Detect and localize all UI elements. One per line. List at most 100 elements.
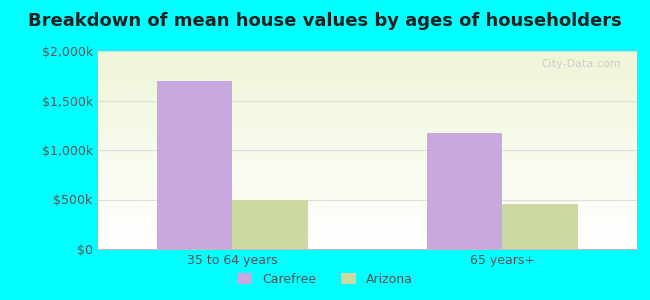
Bar: [98, 194, 637, 196]
Bar: [98, 100, 637, 103]
Bar: [98, 73, 637, 75]
Bar: [98, 215, 637, 217]
Bar: [98, 174, 637, 176]
Bar: [98, 156, 637, 158]
Bar: [98, 108, 637, 110]
Bar: [98, 88, 637, 91]
Bar: [98, 168, 637, 170]
Bar: [98, 103, 637, 104]
Bar: [98, 241, 637, 243]
Bar: [98, 144, 637, 146]
Bar: [98, 239, 637, 241]
Bar: [98, 200, 637, 202]
Bar: [502, 205, 578, 249]
Bar: [98, 142, 637, 144]
Bar: [98, 83, 637, 85]
Bar: [98, 114, 637, 116]
Bar: [98, 197, 637, 200]
Bar: [98, 206, 637, 207]
Text: City-Data.com: City-Data.com: [541, 59, 621, 69]
Bar: [98, 184, 637, 186]
Bar: [426, 133, 502, 249]
Bar: [98, 172, 637, 174]
Bar: [98, 71, 637, 73]
Bar: [98, 217, 637, 219]
Bar: [98, 130, 637, 132]
Bar: [98, 75, 637, 77]
Bar: [98, 219, 637, 221]
Bar: [98, 65, 637, 67]
Bar: [98, 202, 637, 203]
Bar: [98, 61, 637, 63]
Bar: [98, 132, 637, 134]
Bar: [98, 178, 637, 180]
Bar: [98, 225, 637, 227]
Bar: [98, 235, 637, 237]
Bar: [98, 134, 637, 136]
Legend: Carefree, Arizona: Carefree, Arizona: [232, 268, 418, 291]
Bar: [98, 120, 637, 122]
Bar: [98, 209, 637, 211]
Bar: [98, 104, 637, 106]
Bar: [98, 146, 637, 148]
Bar: [157, 81, 233, 249]
Bar: [98, 154, 637, 156]
Bar: [98, 98, 637, 101]
Bar: [98, 203, 637, 206]
Bar: [98, 93, 637, 94]
Bar: [98, 166, 637, 168]
Bar: [98, 233, 637, 235]
Bar: [98, 221, 637, 223]
Bar: [98, 124, 637, 126]
Bar: [98, 136, 637, 138]
Bar: [98, 176, 637, 178]
Bar: [98, 170, 637, 172]
Text: Breakdown of mean house values by ages of householders: Breakdown of mean house values by ages o…: [28, 12, 622, 30]
Bar: [98, 227, 637, 229]
Bar: [98, 152, 637, 154]
Bar: [98, 138, 637, 140]
Bar: [98, 77, 637, 79]
Bar: [98, 118, 637, 120]
Bar: [98, 128, 637, 130]
Bar: [98, 97, 637, 98]
Bar: [98, 122, 637, 124]
Bar: [98, 207, 637, 209]
Bar: [98, 94, 637, 97]
Bar: [98, 190, 637, 192]
Bar: [98, 212, 637, 213]
Bar: [98, 140, 637, 142]
Bar: [98, 63, 637, 65]
Bar: [98, 51, 637, 53]
Bar: [98, 160, 637, 162]
Bar: [98, 182, 637, 184]
Bar: [98, 81, 637, 83]
Bar: [98, 67, 637, 69]
Bar: [98, 53, 637, 55]
Bar: [98, 57, 637, 59]
Bar: [98, 247, 637, 249]
Bar: [98, 162, 637, 164]
Bar: [98, 243, 637, 245]
Bar: [233, 200, 308, 249]
Bar: [98, 85, 637, 87]
Bar: [98, 59, 637, 61]
Bar: [98, 223, 637, 225]
Bar: [98, 180, 637, 182]
Bar: [98, 245, 637, 247]
Bar: [98, 148, 637, 150]
Bar: [98, 79, 637, 81]
Bar: [98, 150, 637, 152]
Bar: [98, 229, 637, 231]
Bar: [98, 87, 637, 88]
Bar: [98, 164, 637, 166]
Bar: [98, 231, 637, 233]
Bar: [98, 188, 637, 190]
Bar: [98, 196, 637, 197]
Bar: [98, 213, 637, 215]
Bar: [98, 192, 637, 194]
Bar: [98, 55, 637, 57]
Bar: [98, 186, 637, 188]
Bar: [98, 69, 637, 71]
Bar: [98, 158, 637, 160]
